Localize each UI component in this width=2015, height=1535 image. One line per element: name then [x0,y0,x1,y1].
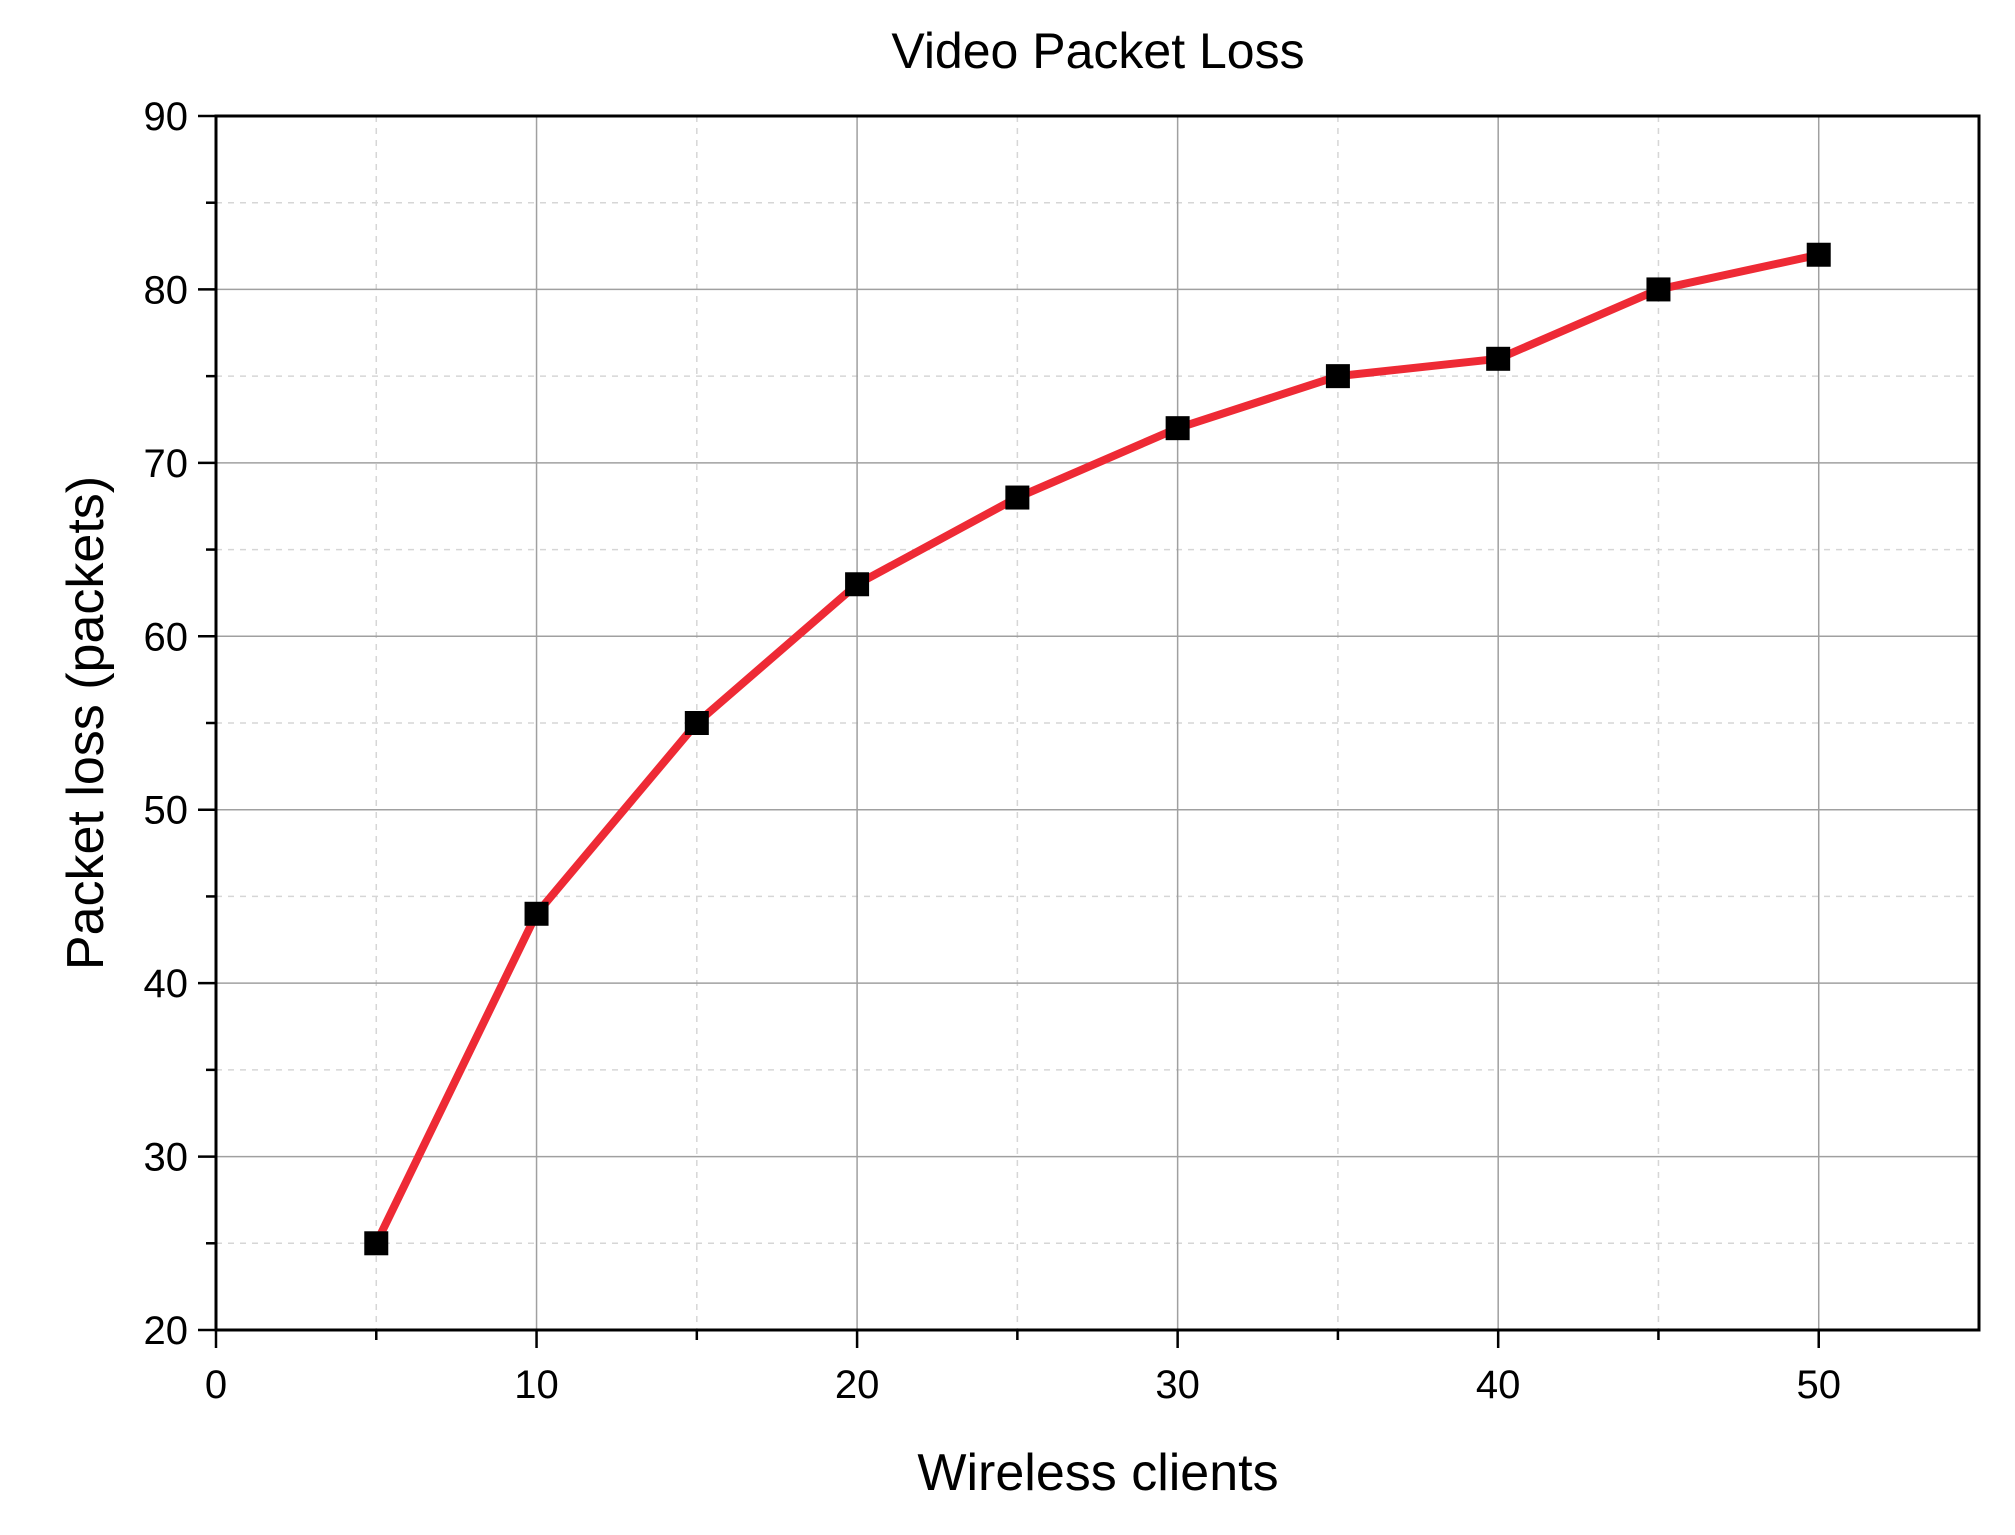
chart-title: Video Packet Loss [891,23,1304,79]
x-axis-title: Wireless clients [917,1444,1278,1502]
x-tick-label: 20 [835,1363,880,1407]
data-point-marker [364,1231,389,1256]
data-point-marker [1646,277,1671,302]
y-axis-title: Packet loss (packets) [57,476,115,970]
y-tick-label: 50 [144,789,189,833]
y-tick-label: 20 [144,1309,189,1353]
data-point-marker [1005,485,1030,510]
series-line [372,250,1823,1248]
y-tick-label: 40 [144,962,189,1006]
y-tick-label: 30 [144,1136,189,1180]
x-tick-label: 0 [205,1363,227,1407]
data-point-marker [684,711,709,735]
x-tick-label: 40 [1476,1363,1521,1407]
data-point-marker [1165,416,1190,441]
data-point-marker [1325,364,1350,389]
data-point-marker [1486,346,1511,371]
y-tick-label: 70 [144,442,189,486]
x-tick-label: 30 [1155,1363,1200,1407]
grid [215,115,1979,1331]
x-tick-label: 10 [514,1363,559,1407]
data-point-marker [524,901,549,926]
data-point-marker [845,572,870,597]
series-layer [364,242,1831,1256]
axis-ticks: 0 10 20 30 40 50 20 30 40 50 60 70 80 90 [144,95,1841,1407]
y-tick-label: 80 [144,268,189,312]
x-tick-label: 50 [1796,1363,1841,1407]
y-tick-label: 60 [144,615,189,659]
y-tick-label: 90 [144,95,189,139]
data-point-marker [1806,242,1831,267]
